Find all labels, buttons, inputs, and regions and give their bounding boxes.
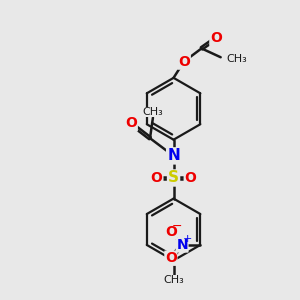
- Text: O: O: [165, 225, 177, 239]
- Text: O: O: [178, 55, 190, 69]
- Text: N: N: [167, 148, 180, 164]
- Text: +: +: [183, 234, 193, 244]
- Text: CH₃: CH₃: [142, 107, 163, 117]
- Text: CH₃: CH₃: [163, 275, 184, 285]
- Text: O: O: [165, 251, 177, 265]
- Text: CH₃: CH₃: [226, 54, 247, 64]
- Text: O: O: [125, 116, 137, 130]
- Text: O: O: [151, 171, 162, 185]
- Text: O: O: [185, 171, 197, 185]
- Text: N: N: [176, 238, 188, 252]
- Text: −: −: [172, 220, 183, 233]
- Text: O: O: [210, 31, 222, 45]
- Text: S: S: [168, 170, 179, 185]
